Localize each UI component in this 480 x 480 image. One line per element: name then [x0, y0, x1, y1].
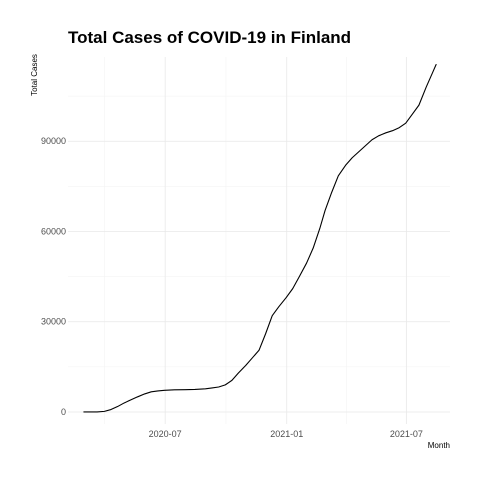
y-tick-label: 0: [61, 407, 66, 417]
x-tick-label: 2021-01: [270, 429, 303, 439]
y-tick-labels: 0 30000 60000 90000: [41, 136, 66, 417]
y-tick-label: 90000: [41, 136, 66, 146]
x-axis-title: Month: [428, 441, 450, 450]
x-tick-labels: 2020-07 2021-01 2021-07: [149, 429, 423, 439]
x-tick-label: 2020-07: [149, 429, 182, 439]
minor-gridlines: [68, 57, 450, 424]
y-tick-label: 30000: [41, 317, 66, 327]
y-tick-label: 60000: [41, 226, 66, 236]
chart-title: Total Cases of COVID-19 in Finland: [68, 28, 351, 47]
y-axis-title: Total Cases: [30, 54, 39, 96]
x-tick-label: 2021-07: [390, 429, 423, 439]
series-line-total-cases: [83, 63, 437, 413]
major-gridlines: [68, 57, 450, 424]
